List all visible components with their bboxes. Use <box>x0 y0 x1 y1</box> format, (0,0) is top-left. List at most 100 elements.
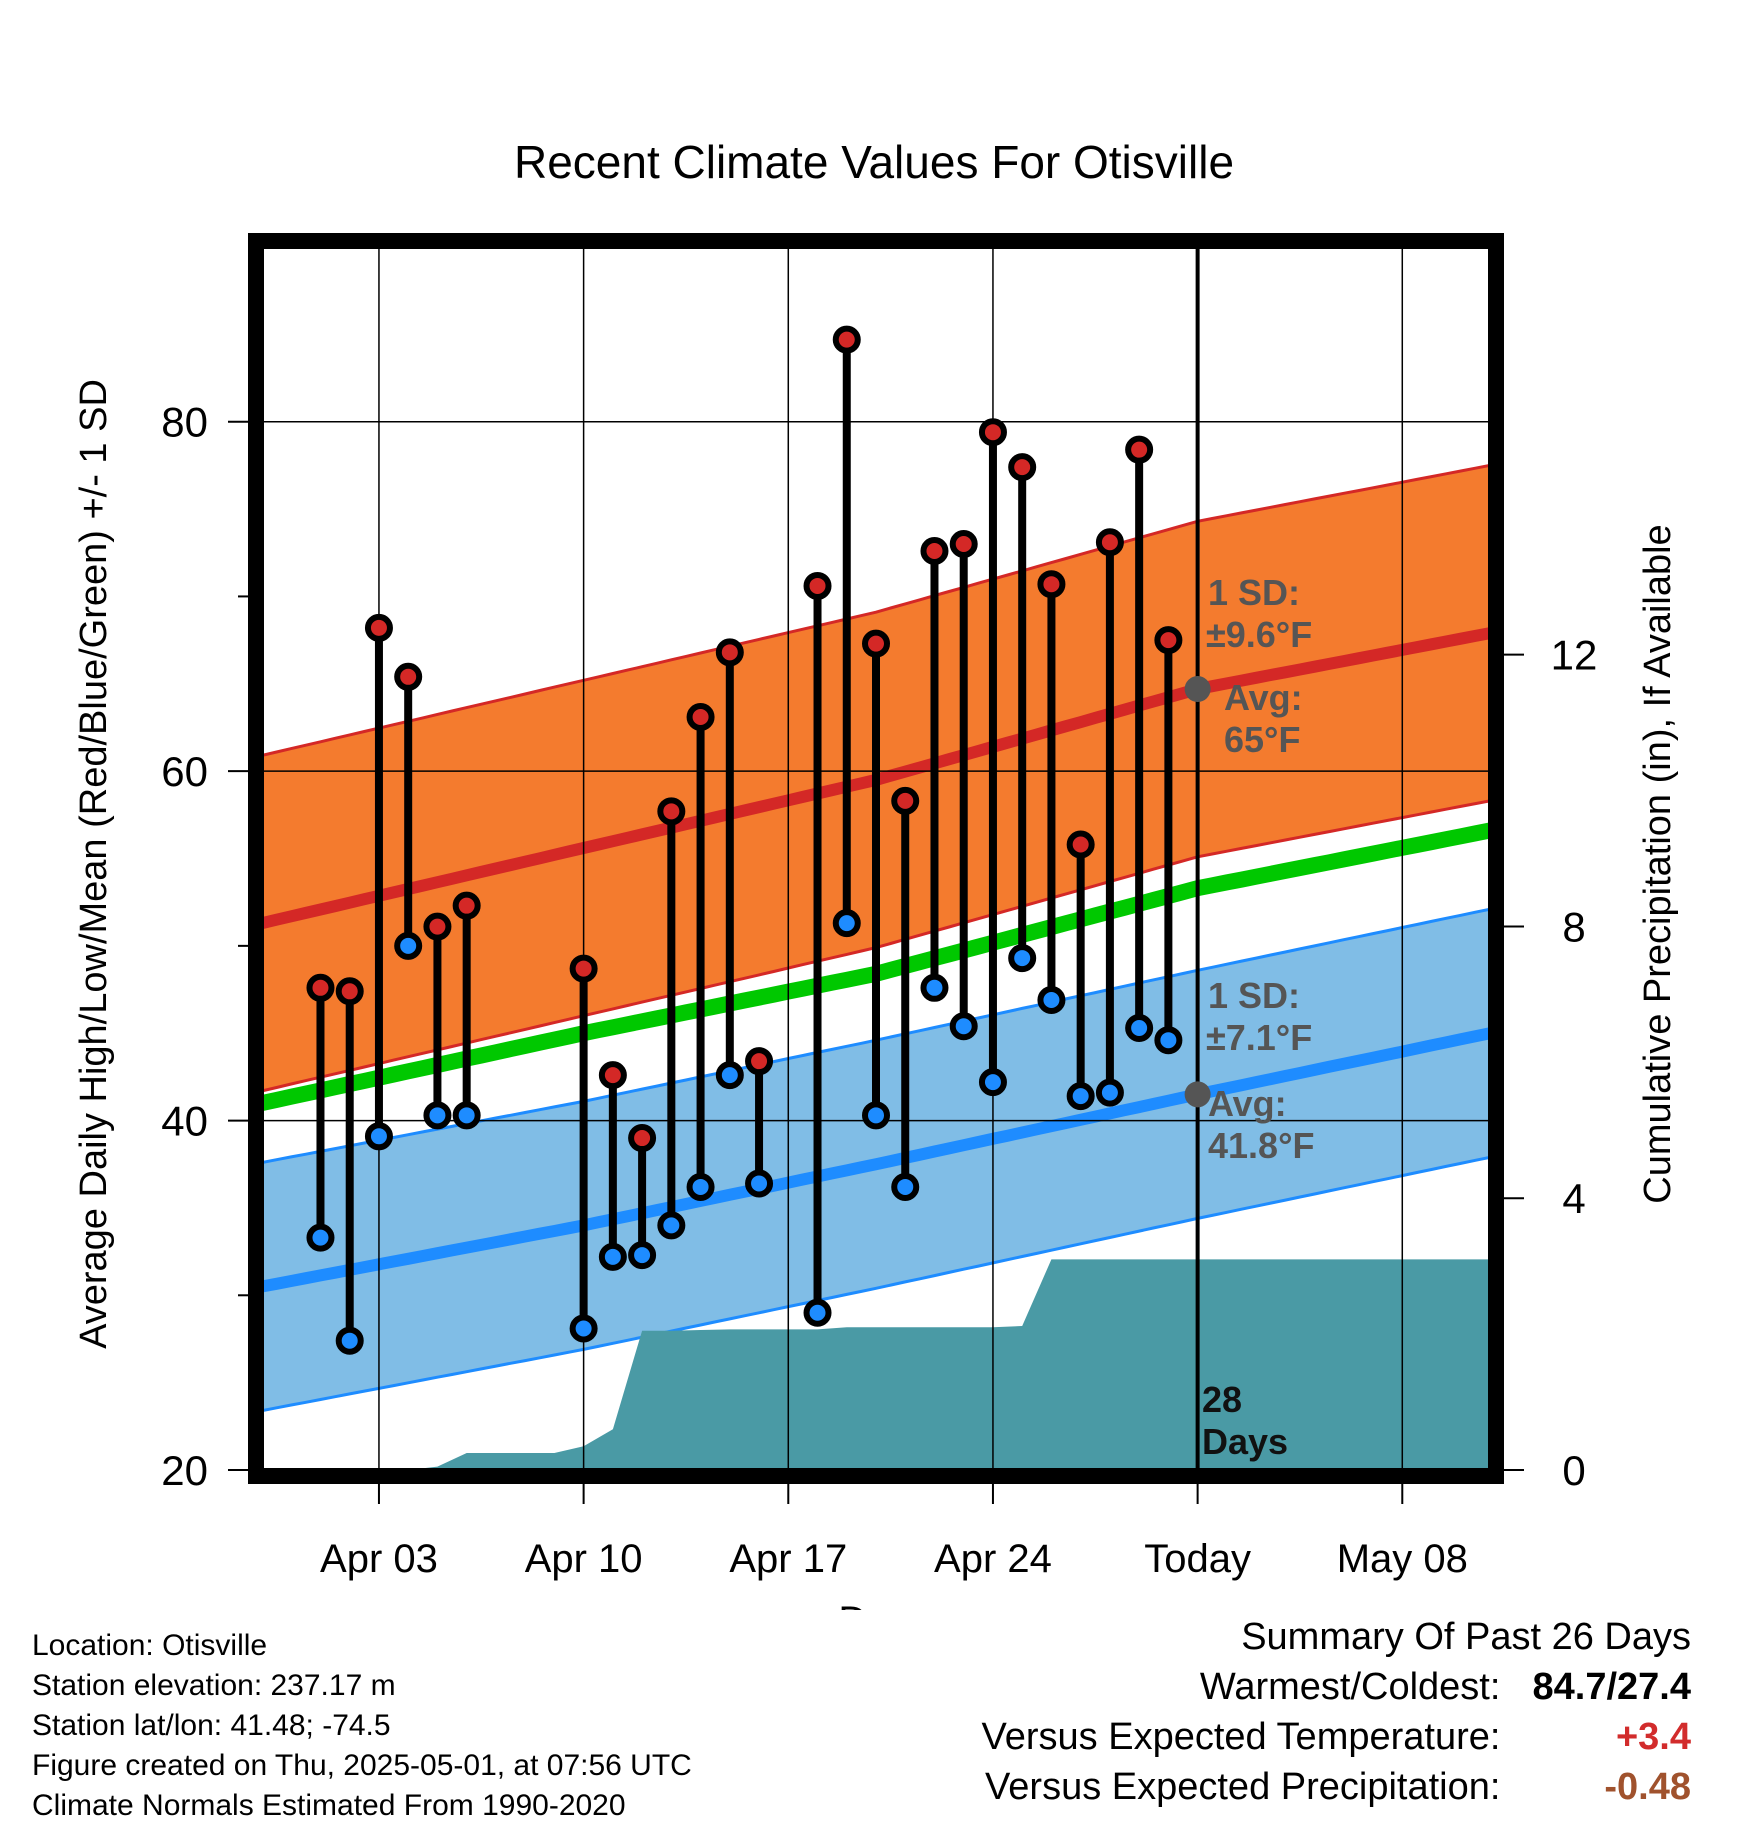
axis-labels: 20 40 60 80 0 4 8 12 Apr 03 Apr 10 Apr 17 Apr 24 Tod… <box>73 379 1679 1610</box>
high-temp-point <box>686 702 715 731</box>
x-tick-label: Today <box>1144 1537 1251 1581</box>
low-avg-marker <box>1184 1081 1211 1108</box>
latlon-text: Station lat/lon: 41.48; -74.5 <box>32 1709 391 1742</box>
low-temp-point <box>920 973 949 1002</box>
low-temp-point <box>1154 1026 1183 1055</box>
y2-tick-label: 8 <box>1562 903 1585 950</box>
high-temp-point <box>832 325 861 354</box>
low-temp-point <box>394 931 423 960</box>
high-temp-point <box>1008 453 1037 482</box>
high-temp-point <box>745 1047 774 1076</box>
low-temp-point <box>598 1242 627 1271</box>
y-tick-label: 20 <box>161 1447 208 1494</box>
high-avg-label: Avg: <box>1224 677 1303 718</box>
low-temp-point <box>569 1314 598 1343</box>
high-temp-point <box>1154 626 1183 655</box>
high-avg-value: 65°F <box>1224 719 1300 760</box>
low-sd-value: ±7.1°F <box>1206 1017 1312 1058</box>
low-temp-point <box>1066 1082 1095 1111</box>
warmest-value: 84.7/27.4 <box>1532 1666 1691 1708</box>
high-temp-point <box>335 977 364 1006</box>
precip-value: -0.48 <box>1604 1766 1691 1808</box>
low-temp-point <box>452 1101 481 1130</box>
low-temp-point <box>335 1326 364 1355</box>
y2-tick-label: 12 <box>1551 632 1598 679</box>
x-tick-label: Apr 24 <box>934 1537 1052 1581</box>
warmest-label: Warmest/Coldest: <box>1199 1666 1501 1708</box>
y2-axis-label: Cumulative Precipitation (in), If Availa… <box>1637 524 1679 1203</box>
high-temp-point <box>1095 528 1124 557</box>
high-temp-point <box>978 418 1007 447</box>
axes <box>228 233 1524 1504</box>
observations <box>306 325 1211 1355</box>
high-temp-point <box>657 797 686 826</box>
high-temp-point <box>598 1061 627 1090</box>
low-temp-point <box>978 1068 1007 1097</box>
high-temp-point <box>423 912 452 941</box>
temp-value: +3.4 <box>1615 1716 1691 1758</box>
high-sd-value: ±9.6°F <box>1206 614 1312 655</box>
high-temp-point <box>394 662 423 691</box>
high-avg-marker <box>1184 676 1211 703</box>
x-tick-label: Apr 10 <box>525 1537 643 1581</box>
y-tick-label: 40 <box>161 1098 208 1145</box>
days-count-label: 28 <box>1202 1379 1242 1420</box>
low-temp-point <box>1125 1013 1154 1042</box>
high-temp-point <box>1066 830 1095 859</box>
temp-label: Versus Expected Temperature: <box>981 1716 1501 1758</box>
low-temp-point <box>949 1012 978 1041</box>
location-text: Location: Otisville <box>32 1629 268 1662</box>
high-band-upper-edge <box>262 463 1490 757</box>
x-axis-label: Day <box>838 1599 909 1610</box>
high-temp-point <box>452 891 481 920</box>
low-temp-point <box>1008 944 1037 973</box>
high-temp-point <box>715 638 744 667</box>
high-temp-point <box>862 629 890 658</box>
y2-tick-label: 4 <box>1562 1175 1585 1222</box>
y-tick-label: 80 <box>161 399 208 446</box>
high-temp-point <box>891 786 920 815</box>
y2-tick-label: 0 <box>1562 1447 1585 1494</box>
days-unit-label: Days <box>1202 1421 1288 1462</box>
high-temp-point <box>569 954 598 983</box>
low-band-lower-edge <box>262 1155 1490 1413</box>
low-temp-point <box>832 909 861 938</box>
high-temp-point <box>628 1124 657 1153</box>
low-temp-point <box>686 1172 715 1201</box>
summary-panel: Summary Of Past 26 Days Warmest/Coldest:… <box>982 1612 1691 1812</box>
climate-chart: Recent Climate Values For Otisville 2040… <box>73 136 1679 1610</box>
low-temp-point <box>1037 986 1066 1015</box>
low-avg-label: Avg: <box>1208 1083 1287 1124</box>
x-tick-label: May 08 <box>1337 1537 1468 1581</box>
x-tick-label: Apr 17 <box>729 1537 847 1581</box>
high-temp-point <box>949 530 978 559</box>
low-temp-point <box>891 1172 920 1201</box>
chart-title: Recent Climate Values For Otisville <box>514 136 1234 188</box>
low-avg-value: 41.8°F <box>1208 1125 1314 1166</box>
plot-frame <box>248 233 1504 1484</box>
low-temp-point <box>1095 1078 1124 1107</box>
high-temp-point <box>803 571 832 600</box>
low-sd-label: 1 SD: <box>1208 975 1300 1016</box>
high-sd-label: 1 SD: <box>1208 572 1300 613</box>
low-temp-point <box>628 1241 657 1270</box>
created-text: Figure created on Thu, 2025-05-01, at 07… <box>32 1749 692 1782</box>
station-info: Location: Otisville Station elevation: 2… <box>32 1626 692 1826</box>
high-temp-point <box>364 613 393 642</box>
low-temp-point <box>306 1223 335 1252</box>
low-temp-point <box>657 1211 686 1240</box>
elevation-text: Station elevation: 237.17 m <box>32 1669 396 1702</box>
low-temp-point <box>862 1101 890 1130</box>
precip-label: Versus Expected Precipitation: <box>985 1766 1501 1808</box>
low-temp-point <box>803 1298 832 1327</box>
low-temp-point <box>745 1169 774 1198</box>
low-temp-point <box>364 1122 393 1151</box>
high-temp-point <box>1125 435 1154 464</box>
low-temp-point <box>715 1061 744 1090</box>
low-normal-line <box>262 1027 1490 1293</box>
high-temp-point <box>1037 570 1066 599</box>
high-temp-point <box>920 537 949 566</box>
y-axis-label: Average Daily High/Low/Mean (Red/Blue/Gr… <box>73 379 115 1349</box>
low-temp-point <box>423 1101 452 1130</box>
